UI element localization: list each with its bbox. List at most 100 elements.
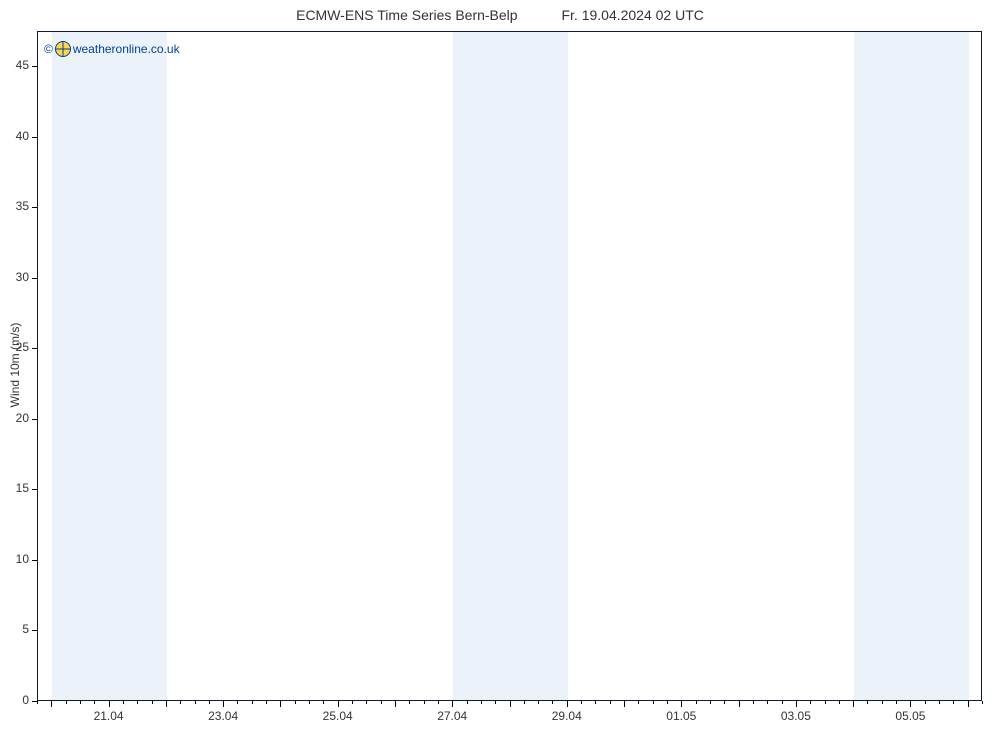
x-tick [853,701,854,707]
x-minor-tick [524,701,525,704]
y-tick [32,419,37,420]
y-tick [32,66,37,67]
x-minor-tick [66,701,67,704]
chart-title-left: ECMW-ENS Time Series Bern-Belp [296,7,517,23]
y-tick [32,489,37,490]
x-tick [624,701,625,707]
y-tick [32,278,37,279]
x-minor-tick [595,701,596,704]
x-minor-tick [495,701,496,704]
x-tick [796,701,797,707]
x-minor-tick [37,701,38,704]
y-tick [32,207,37,208]
chart-title-right: Fr. 19.04.2024 02 UTC [561,7,703,23]
weekend-band [453,32,568,700]
x-minor-tick [137,701,138,704]
y-axis-label: Wind 10m (m/s) [8,265,22,465]
y-tick-label: 35 [0,199,29,213]
x-tick [109,701,110,707]
x-tick-label: 03.05 [771,709,821,723]
x-tick [910,701,911,707]
x-minor-tick [839,701,840,704]
x-minor-tick [810,701,811,704]
x-tick-label: 23.04 [198,709,248,723]
x-minor-tick [953,701,954,704]
x-tick-label: 01.05 [656,709,706,723]
chart-container: { "title": { "left": "ECMW-ENS Time Seri… [0,0,1000,733]
x-minor-tick [753,701,754,704]
x-minor-tick [538,701,539,704]
y-tick-label: 15 [0,481,29,495]
y-tick [32,560,37,561]
x-minor-tick [237,701,238,704]
x-minor-tick [552,701,553,704]
x-minor-tick [896,701,897,704]
x-tick [567,701,568,707]
x-minor-tick [424,701,425,704]
y-tick-label: 0 [0,693,29,707]
y-tick-label: 10 [0,552,29,566]
x-tick [223,701,224,707]
x-minor-tick [610,701,611,704]
x-tick-label: 29.04 [542,709,592,723]
globe-icon [55,41,71,57]
x-tick [166,701,167,707]
x-minor-tick [94,701,95,704]
x-minor-tick [939,701,940,704]
weekend-band [52,32,167,700]
x-minor-tick [252,701,253,704]
x-minor-tick [825,701,826,704]
x-minor-tick [209,701,210,704]
x-minor-tick [653,701,654,704]
y-tick-label: 40 [0,129,29,143]
x-tick [338,701,339,707]
watermark-text: weatheronline.co.uk [73,42,180,56]
x-minor-tick [667,701,668,704]
x-tick [681,701,682,707]
x-minor-tick [696,701,697,704]
x-minor-tick [195,701,196,704]
x-minor-tick [467,701,468,704]
y-tick [32,137,37,138]
x-minor-tick [481,701,482,704]
x-tick-label: 27.04 [427,709,477,723]
x-minor-tick [638,701,639,704]
x-tick-label: 05.05 [885,709,935,723]
x-tick [968,701,969,707]
x-tick [510,701,511,707]
x-minor-tick [152,701,153,704]
x-minor-tick [80,701,81,704]
y-tick-label: 45 [0,58,29,72]
x-tick-label: 25.04 [313,709,363,723]
x-minor-tick [309,701,310,704]
x-minor-tick [925,701,926,704]
x-tick [739,701,740,707]
x-minor-tick [767,701,768,704]
plot-area: © weatheronline.co.uk [37,31,982,701]
x-minor-tick [266,701,267,704]
x-minor-tick [982,701,983,704]
weekend-band [854,32,969,700]
x-minor-tick [409,701,410,704]
x-minor-tick [295,701,296,704]
watermark: © weatheronline.co.uk [44,41,180,57]
copyright-symbol: © [44,42,53,56]
x-minor-tick [323,701,324,704]
x-minor-tick [867,701,868,704]
y-tick-label: 20 [0,411,29,425]
x-minor-tick [882,701,883,704]
x-tick-label: 21.04 [84,709,134,723]
x-tick [51,701,52,707]
x-tick [395,701,396,707]
x-minor-tick [180,701,181,704]
x-minor-tick [581,701,582,704]
y-tick-label: 25 [0,340,29,354]
y-tick-label: 30 [0,270,29,284]
x-tick [452,701,453,707]
x-minor-tick [724,701,725,704]
x-tick [280,701,281,707]
x-minor-tick [381,701,382,704]
x-minor-tick [438,701,439,704]
y-tick [32,630,37,631]
x-minor-tick [782,701,783,704]
